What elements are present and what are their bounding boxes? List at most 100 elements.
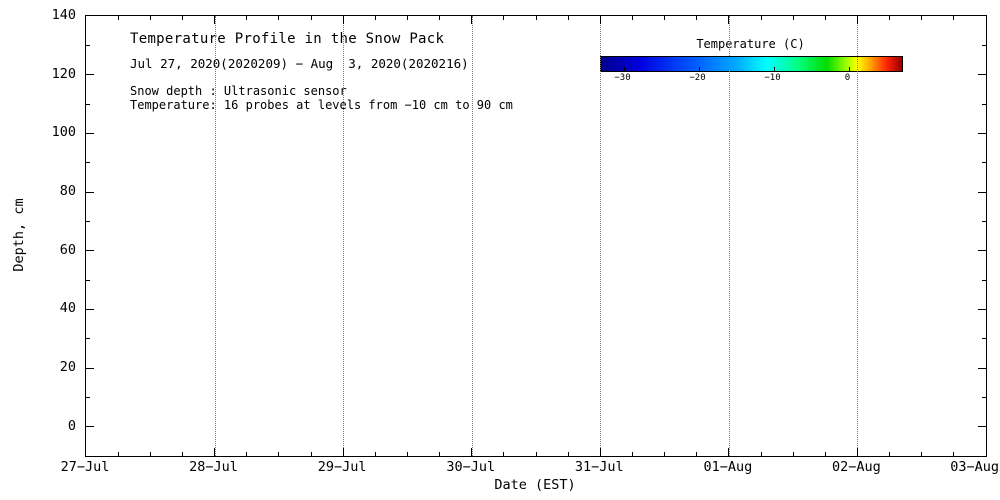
x-tick-label: 28−Jul [189,459,238,475]
y-major-tick [978,308,986,310]
x-minor-tick [246,16,248,20]
x-minor-tick [149,452,151,456]
gridline [600,16,602,456]
x-minor-tick [921,452,923,456]
y-major-tick [978,132,986,134]
colorbar-tick [774,67,776,71]
y-major-tick [978,250,986,252]
x-tick-label: 01−Aug [703,459,753,475]
y-minor-tick [86,220,90,222]
x-tick-label: 02−Aug [832,459,881,475]
x-minor-tick [824,16,826,20]
y-tick-label: 60 [59,241,76,258]
x-tick-label: 30−Jul [446,459,496,475]
y-minor-tick [86,279,90,281]
x-minor-tick [278,452,280,456]
gridline [214,16,216,456]
colorbar-title: Temperature (C) [696,37,805,51]
colorbar-tick-label: −30 [614,73,631,83]
y-tick-label: 20 [59,359,76,375]
x-major-tick [856,448,858,456]
x-minor-tick [631,16,633,20]
x-minor-tick [567,452,569,456]
y-axis-title: Depth, cm [11,198,27,272]
x-minor-tick [792,452,794,456]
x-minor-tick [824,452,826,456]
x-minor-tick [760,452,762,456]
y-minor-tick [982,44,986,46]
gridline [857,16,859,456]
x-major-tick [214,448,216,456]
x-major-tick [599,448,601,456]
colorbar-tick [698,67,700,71]
x-major-tick [728,16,730,24]
x-minor-tick [278,16,280,20]
x-minor-tick [889,452,891,456]
x-minor-tick [439,16,441,20]
x-minor-tick [664,452,666,456]
x-minor-tick [503,452,505,456]
y-minor-tick [982,162,986,164]
y-minor-tick [982,220,986,222]
x-minor-tick [792,16,794,20]
x-major-tick [471,16,473,24]
gridline [471,16,473,456]
y-major-tick [86,308,94,310]
y-minor-tick [982,338,986,340]
y-major-tick [86,74,94,76]
plot-area [85,15,987,457]
y-minor-tick [86,162,90,164]
x-minor-tick [374,16,376,20]
gridline [728,16,730,456]
colorbar-gradient [600,56,903,72]
x-minor-tick [567,16,569,20]
annotation-probes: Temperature: 16 probes at levels from −1… [130,98,513,112]
x-tick-label: 03−Aug [950,459,999,475]
colorbar-tick [623,67,625,71]
y-tick-label: 140 [51,7,76,23]
x-minor-tick [117,16,119,20]
y-tick-label: 40 [59,300,76,317]
y-major-tick [86,426,94,428]
y-minor-tick [982,103,986,105]
y-tick-label: 0 [67,417,76,434]
y-major-tick [86,191,94,193]
x-major-tick [342,448,344,456]
x-minor-tick [149,16,151,20]
y-minor-tick [982,396,986,398]
x-major-tick [342,16,344,24]
colorbar-tick [849,67,851,71]
annotation-snow-depth: Snow depth : Ultrasonic sensor [130,84,347,98]
y-minor-tick [86,338,90,340]
y-major-tick [86,250,94,252]
x-major-tick [599,16,601,24]
x-minor-tick [664,16,666,20]
x-minor-tick [117,452,119,456]
gridline [343,16,345,456]
x-minor-tick [406,16,408,20]
x-minor-tick [953,16,955,20]
x-minor-tick [246,452,248,456]
x-minor-tick [696,452,698,456]
x-minor-tick [374,452,376,456]
x-tick-label: 29−Jul [317,459,367,475]
x-minor-tick [310,16,312,20]
y-major-tick [86,367,94,369]
y-minor-tick [86,103,90,105]
x-minor-tick [181,452,183,456]
y-tick-label: 120 [51,65,76,82]
x-minor-tick [310,452,312,456]
x-major-tick [214,16,216,24]
y-major-tick [86,132,94,134]
x-minor-tick [503,16,505,20]
x-minor-tick [535,16,537,20]
colorbar-tick-label: 0 [844,73,851,83]
y-minor-tick [86,44,90,46]
x-minor-tick [696,16,698,20]
x-minor-tick [535,452,537,456]
y-tick-label: 100 [51,124,76,141]
x-minor-tick [631,452,633,456]
colorbar-tick-label: −20 [689,73,706,83]
x-minor-tick [953,452,955,456]
